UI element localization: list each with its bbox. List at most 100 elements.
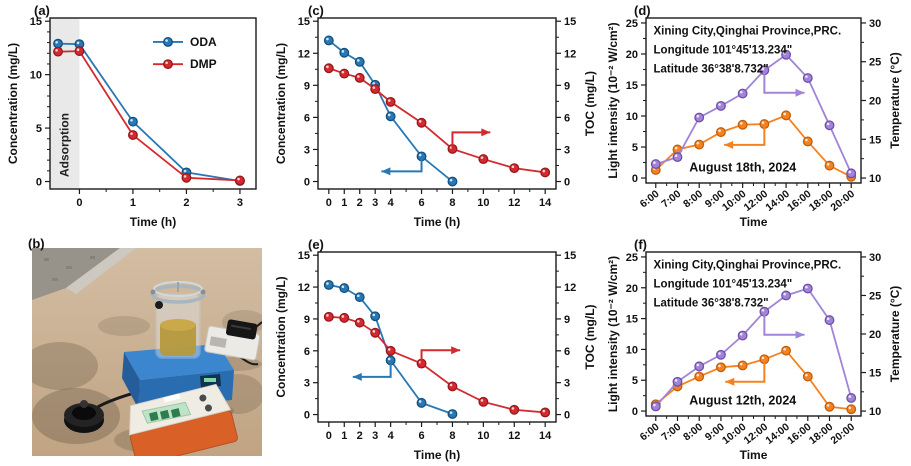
chart-adsorption-degradation: Adsorption 0 1 2 3 0 5 10 15 Time (h) Concentratio…	[6, 16, 257, 229]
svg-text:10:00: 10:00	[720, 421, 749, 447]
svg-text:6: 6	[304, 112, 310, 124]
svg-text:Longitude 101°45'13.234": Longitude 101°45'13.234"	[654, 278, 793, 290]
svg-text:12: 12	[508, 430, 520, 442]
svg-text:25: 25	[869, 290, 881, 302]
svg-text:August 12th, 2024: August 12th, 2024	[689, 394, 796, 408]
svg-text:1: 1	[130, 197, 136, 209]
svg-text:August 18th, 2024: August 18th, 2024	[689, 160, 796, 174]
svg-text:3: 3	[372, 430, 378, 442]
svg-text:9: 9	[304, 314, 310, 326]
svg-text:3: 3	[304, 144, 310, 156]
svg-text:14:00: 14:00	[763, 421, 792, 447]
svg-text:0: 0	[326, 430, 332, 442]
svg-text:0: 0	[326, 197, 332, 209]
svg-text:20:00: 20:00	[829, 188, 858, 214]
svg-text:Longitude 101°45'13.234": Longitude 101°45'13.234"	[654, 45, 793, 57]
stone-wall	[32, 248, 136, 300]
svg-text:30: 30	[869, 18, 881, 30]
svg-text:4: 4	[388, 430, 395, 442]
svg-text:10: 10	[626, 344, 638, 356]
svg-text:2: 2	[183, 197, 189, 209]
svg-text:5: 5	[632, 142, 638, 154]
svg-text:Latitude 36°38'8.732": Latitude 36°38'8.732"	[654, 297, 769, 309]
svg-text:5: 5	[36, 123, 42, 135]
panel-d-light-temperature-chart: (d) 6:00 7:00 8:00 9:00 10:00 12:00 14:00 16:00…	[604, 2, 907, 231]
svg-text:15: 15	[626, 80, 638, 92]
svg-text:10: 10	[869, 173, 881, 185]
svg-text:15: 15	[869, 368, 881, 380]
svg-text:0: 0	[304, 177, 310, 189]
svg-text:Temperature (°C): Temperature (°C)	[888, 52, 902, 149]
svg-text:9: 9	[564, 314, 570, 326]
light-meter	[129, 383, 238, 456]
svg-text:20: 20	[869, 329, 881, 341]
panel-f-label: (f)	[634, 237, 647, 252]
svg-text:0: 0	[76, 197, 82, 209]
svg-text:Time (h): Time (h)	[414, 215, 460, 229]
svg-text:4: 4	[388, 197, 395, 209]
svg-text:Time: Time	[740, 448, 768, 462]
panel-e-label: (e)	[308, 237, 324, 252]
svg-text:Temperature (°C): Temperature (°C)	[888, 286, 902, 383]
svg-text:14:00: 14:00	[763, 188, 792, 214]
svg-text:Concentration (mg/L): Concentration (mg/L)	[6, 43, 20, 164]
panel-a-label: (a)	[34, 3, 50, 18]
svg-text:3: 3	[372, 197, 378, 209]
svg-text:20: 20	[626, 283, 638, 295]
chart-light-temperature-aug12: 6:007:008:009:0010:0012:0014:0016:0018:0…	[606, 251, 902, 462]
svg-text:Light intensity (10⁻² W/cm²): Light intensity (10⁻² W/cm²)	[606, 22, 620, 178]
svg-text:14: 14	[539, 430, 552, 442]
svg-text:1: 1	[341, 430, 347, 442]
svg-text:3: 3	[237, 197, 243, 209]
svg-text:6:00: 6:00	[638, 188, 662, 210]
svg-text:15: 15	[298, 16, 310, 28]
svg-text:Latitude 36°38'8.732": Latitude 36°38'8.732"	[654, 64, 769, 76]
svg-text:25: 25	[626, 18, 638, 30]
panel-b-photo: (b)	[4, 236, 268, 464]
svg-text:18:00: 18:00	[807, 421, 836, 447]
svg-text:10:00: 10:00	[720, 188, 749, 214]
svg-text:15: 15	[564, 250, 576, 262]
svg-text:8:00: 8:00	[681, 188, 705, 210]
svg-text:6: 6	[418, 197, 424, 209]
svg-text:15: 15	[30, 16, 42, 28]
svg-text:ODA: ODA	[190, 35, 217, 49]
svg-text:2: 2	[357, 197, 363, 209]
svg-text:6: 6	[564, 346, 570, 358]
svg-text:6: 6	[418, 430, 424, 442]
svg-text:Time: Time	[740, 215, 768, 229]
svg-text:16:00: 16:00	[785, 188, 814, 214]
svg-text:DMP: DMP	[190, 57, 217, 71]
svg-text:Concentration (mg/L): Concentration (mg/L)	[274, 43, 288, 164]
svg-text:12: 12	[564, 282, 576, 294]
svg-text:3: 3	[304, 378, 310, 390]
svg-text:12:00: 12:00	[742, 188, 771, 214]
svg-text:15: 15	[626, 314, 638, 326]
panel-a-adsorption-chart: (a) Adsorption 0 1 2 3 0 5 10 15 Time (h) Concentr…	[4, 2, 268, 231]
svg-text:3: 3	[564, 378, 570, 390]
svg-text:18:00: 18:00	[807, 188, 836, 214]
svg-text:15: 15	[869, 134, 881, 146]
chart-light-temperature-aug18: 6:007:008:009:0010:0012:0014:0016:0018:0…	[606, 17, 902, 229]
svg-text:14: 14	[539, 197, 552, 209]
svg-text:Time (h): Time (h)	[414, 448, 460, 462]
svg-text:10: 10	[869, 406, 881, 418]
svg-text:6:00: 6:00	[638, 421, 662, 443]
svg-text:12:00: 12:00	[742, 421, 771, 447]
outdoor-experiment-photo	[32, 248, 262, 456]
svg-text:Adsorption: Adsorption	[58, 113, 72, 177]
svg-text:20: 20	[626, 49, 638, 61]
svg-text:10: 10	[477, 430, 489, 442]
svg-text:10: 10	[626, 111, 638, 123]
svg-text:12: 12	[508, 197, 520, 209]
panel-c-label: (c)	[308, 3, 324, 18]
svg-text:8: 8	[449, 430, 455, 442]
svg-text:0: 0	[564, 177, 570, 189]
svg-text:12: 12	[298, 48, 310, 60]
svg-text:10: 10	[477, 197, 489, 209]
svg-text:Xining City,Qinghai Province,P: Xining City,Qinghai Province,PRC.	[654, 26, 842, 38]
svg-text:5: 5	[632, 375, 638, 387]
svg-text:6: 6	[564, 112, 570, 124]
